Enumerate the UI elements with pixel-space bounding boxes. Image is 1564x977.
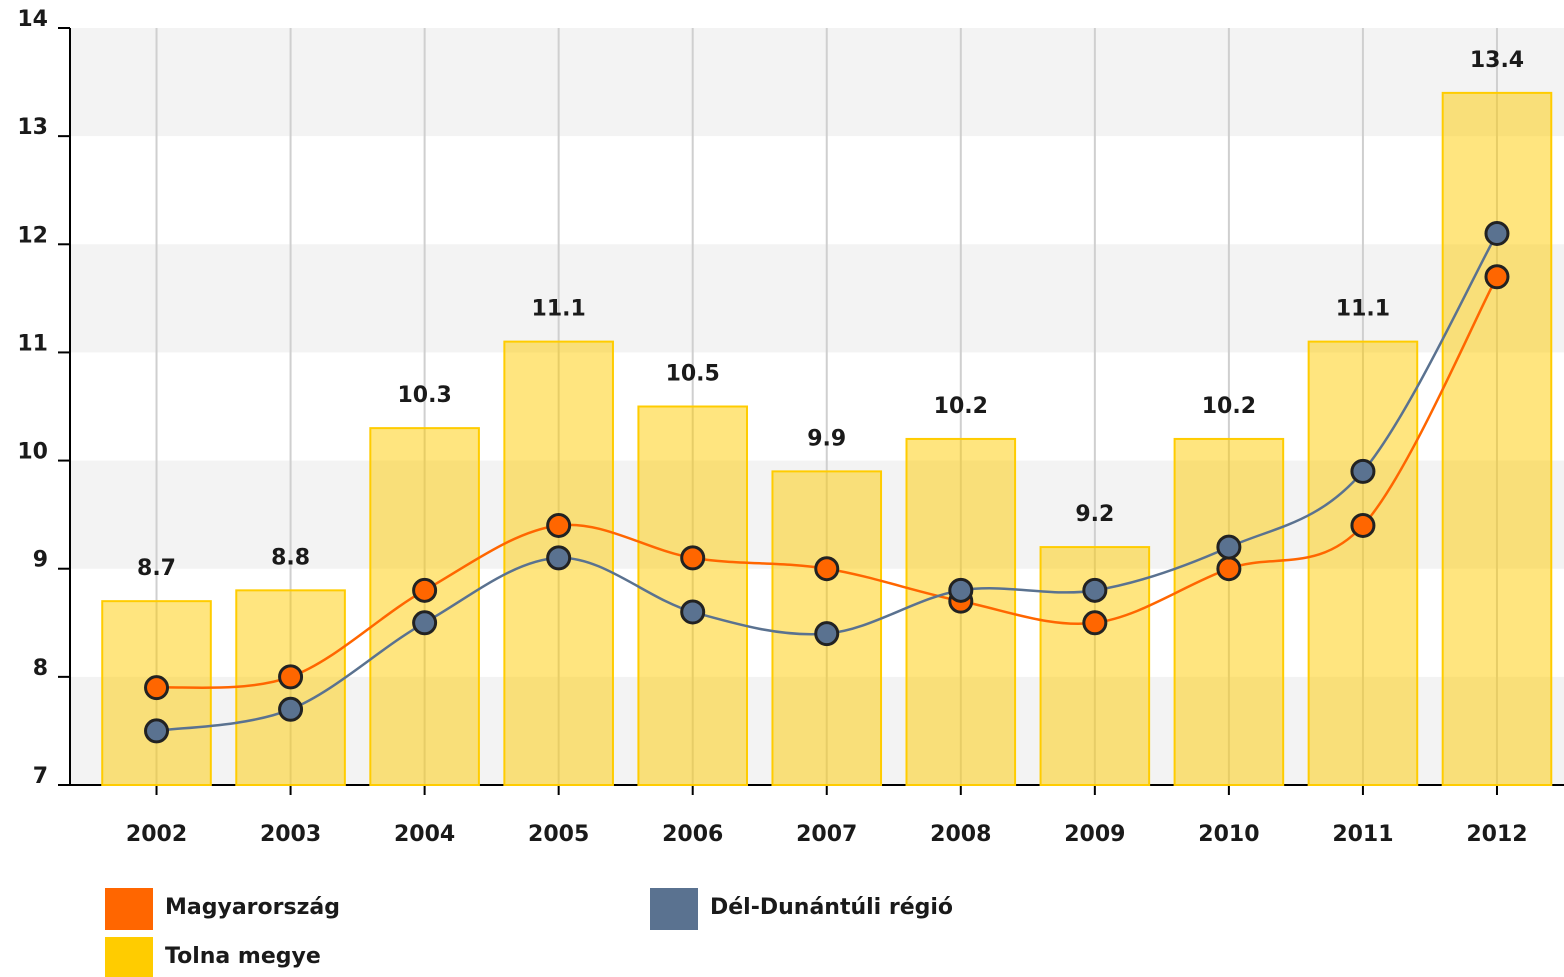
x-tick-label: 2007 — [796, 822, 857, 847]
marker — [144, 718, 170, 744]
legend-swatch — [105, 888, 153, 930]
y-tick-label: 12 — [17, 223, 48, 248]
bar — [1441, 91, 1553, 786]
marker — [1082, 610, 1108, 636]
value-label: 10.2 — [1202, 394, 1256, 419]
x-tick-label: 2009 — [1064, 822, 1125, 847]
x-tick-label: 2004 — [394, 822, 455, 847]
x-tick-label: 2006 — [662, 822, 723, 847]
marker — [1350, 512, 1376, 538]
marker — [1216, 556, 1242, 582]
y-tick-label: 8 — [33, 656, 48, 681]
y-tick-label: 9 — [33, 548, 48, 573]
value-label: 11.1 — [532, 297, 586, 322]
marker — [144, 675, 170, 701]
legend-label: Dél-Dunántúli régió — [710, 895, 953, 920]
marker — [1082, 577, 1108, 603]
y-tick-label: 11 — [17, 331, 48, 356]
legend-label: Tolna megye — [165, 944, 321, 969]
value-label: 10.5 — [666, 362, 720, 387]
value-label: 10.2 — [934, 394, 988, 419]
marker — [546, 512, 572, 538]
grid-band — [70, 28, 1564, 137]
x-tick-label: 2012 — [1466, 822, 1527, 847]
value-label: 11.1 — [1336, 297, 1390, 322]
value-label: 8.7 — [137, 556, 176, 581]
marker — [814, 556, 840, 582]
y-tick-label: 13 — [17, 115, 48, 140]
marker — [278, 664, 304, 690]
marker — [1484, 264, 1510, 290]
x-tick-label: 2011 — [1332, 822, 1393, 847]
y-tick-label: 7 — [33, 764, 48, 789]
grid-band — [70, 244, 1564, 353]
bar — [1173, 437, 1285, 786]
marker — [680, 599, 706, 625]
legend-label: Magyarország — [165, 895, 340, 920]
x-tick-label: 2003 — [260, 822, 321, 847]
x-tick-label: 2005 — [528, 822, 589, 847]
legend-swatch — [105, 937, 153, 977]
marker — [412, 610, 438, 636]
value-label: 13.4 — [1470, 48, 1524, 73]
value-label: 10.3 — [397, 383, 451, 408]
marker — [278, 696, 304, 722]
x-tick-label: 2008 — [930, 822, 991, 847]
bar — [369, 427, 480, 786]
y-tick-label: 14 — [17, 7, 48, 32]
value-label: 9.9 — [807, 426, 846, 451]
legend-swatch — [650, 888, 698, 930]
marker — [1350, 458, 1376, 484]
marker — [1216, 534, 1242, 560]
y-tick-label: 10 — [17, 440, 48, 465]
marker — [412, 577, 438, 603]
bar — [1307, 340, 1419, 786]
value-label: 8.8 — [271, 545, 310, 570]
marker — [1484, 220, 1510, 246]
marker — [948, 577, 974, 603]
value-label: 9.2 — [1075, 502, 1114, 527]
marker — [814, 621, 840, 647]
x-tick-label: 2010 — [1198, 822, 1259, 847]
x-tick-label: 2002 — [126, 822, 187, 847]
marker — [546, 545, 572, 571]
marker — [680, 545, 706, 571]
